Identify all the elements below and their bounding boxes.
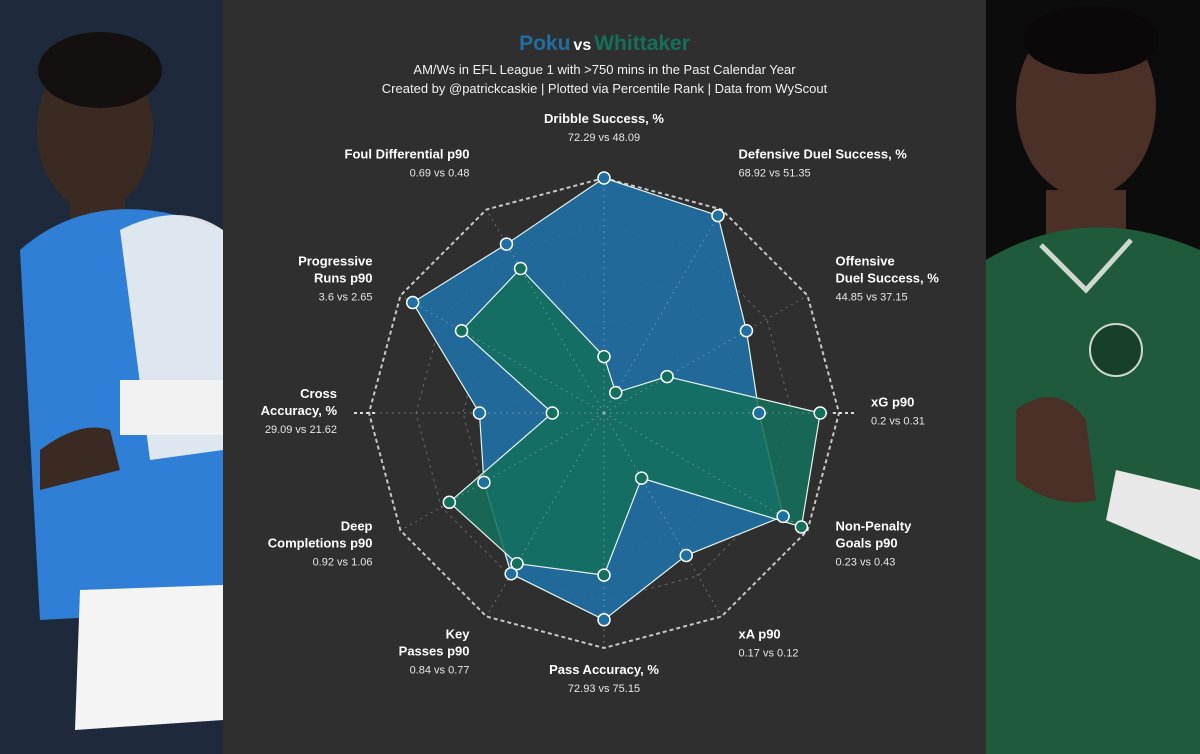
data-point-whittaker (609, 385, 623, 400)
player2-figure (986, 0, 1200, 754)
data-point-poku (477, 475, 491, 490)
player1-figure (0, 0, 223, 754)
metric-values: 72.93 vs 75.15 (568, 683, 640, 695)
data-point-poku (752, 406, 766, 420)
data-point-whittaker (442, 495, 457, 510)
metric-label: Non-Penalty (835, 519, 912, 534)
metric-label: xA p90 (739, 626, 781, 641)
metric-label: Passes p90 (399, 643, 470, 658)
data-point-whittaker (794, 520, 809, 534)
data-point-poku (597, 613, 611, 627)
data-point-poku (405, 295, 420, 310)
data-point-whittaker (454, 324, 469, 338)
metric-values: 0.92 vs 1.06 (313, 557, 373, 569)
player1-photo (0, 0, 223, 754)
title-vs: vs (573, 37, 592, 54)
metric-values: 0.17 vs 0.12 (739, 647, 799, 659)
metric-label: Offensive (835, 254, 894, 269)
data-point-poku (776, 509, 790, 524)
radar-chart: Dribble Success, % 72.29 vs 48.09 Defensiv… (261, 111, 940, 695)
data-point-poku (711, 208, 725, 223)
data-point-poku (499, 237, 514, 251)
data-point-whittaker (597, 568, 611, 582)
data-point-poku (597, 171, 611, 185)
chart-title: Poku vs Whittaker (223, 32, 986, 56)
metric-label: Deep (341, 519, 373, 534)
metric-values: 68.92 vs 51.35 (739, 168, 811, 180)
metric-label: Foul Differential p90 (345, 147, 470, 162)
data-point-whittaker (660, 369, 674, 384)
metric-values: 29.09 vs 21.62 (265, 424, 337, 436)
metric-label: Duel Success, % (835, 271, 939, 286)
title-player1: Poku (519, 32, 571, 55)
metric-label: Accuracy, % (261, 403, 338, 418)
metric-values: 72.29 vs 48.09 (568, 132, 640, 144)
data-point-poku (739, 324, 754, 338)
metric-label: Goals p90 (835, 536, 897, 551)
grid-ring (367, 176, 841, 650)
metric-label: Defensive Duel Success, % (739, 147, 908, 162)
player2-photo (986, 0, 1200, 754)
metric-label: Progressive (298, 254, 372, 269)
metric-label: Pass Accuracy, % (549, 662, 659, 677)
data-point-poku (472, 406, 487, 420)
data-point-whittaker (513, 261, 528, 276)
metric-values: 0.23 vs 0.43 (835, 557, 895, 569)
data-point-poku (679, 548, 693, 563)
metric-label: Key (446, 626, 471, 641)
metric-label: Completions p90 (268, 536, 373, 551)
title-player2: Whittaker (594, 32, 690, 55)
chart-subtitle-line1: AM/Ws in EFL League 1 with >750 mins in … (413, 62, 796, 77)
data-point-whittaker (545, 406, 560, 420)
metric-values: 0.2 vs 0.31 (871, 416, 925, 428)
data-point-whittaker (634, 471, 649, 485)
metric-values: 0.69 vs 0.48 (410, 168, 470, 180)
metric-values: 3.6 vs 2.65 (319, 292, 373, 304)
data-point-whittaker (597, 349, 611, 364)
metric-label: Dribble Success, % (544, 111, 664, 126)
metric-values: 0.84 vs 0.77 (410, 664, 470, 676)
metric-label: xG p90 (871, 395, 914, 410)
data-point-whittaker (510, 556, 524, 571)
data-point-poku (504, 567, 518, 581)
chart-subtitle-line2: Created by @patrickcaskie | Plotted via … (381, 81, 828, 96)
metric-values: 44.85 vs 37.15 (835, 292, 907, 304)
chart-panel: Dribble Success, % 72.29 vs 48.09 Defensiv… (223, 0, 986, 754)
metric-label: Runs p90 (314, 271, 373, 286)
data-point-whittaker (813, 406, 827, 420)
metric-label: Cross (300, 386, 337, 401)
